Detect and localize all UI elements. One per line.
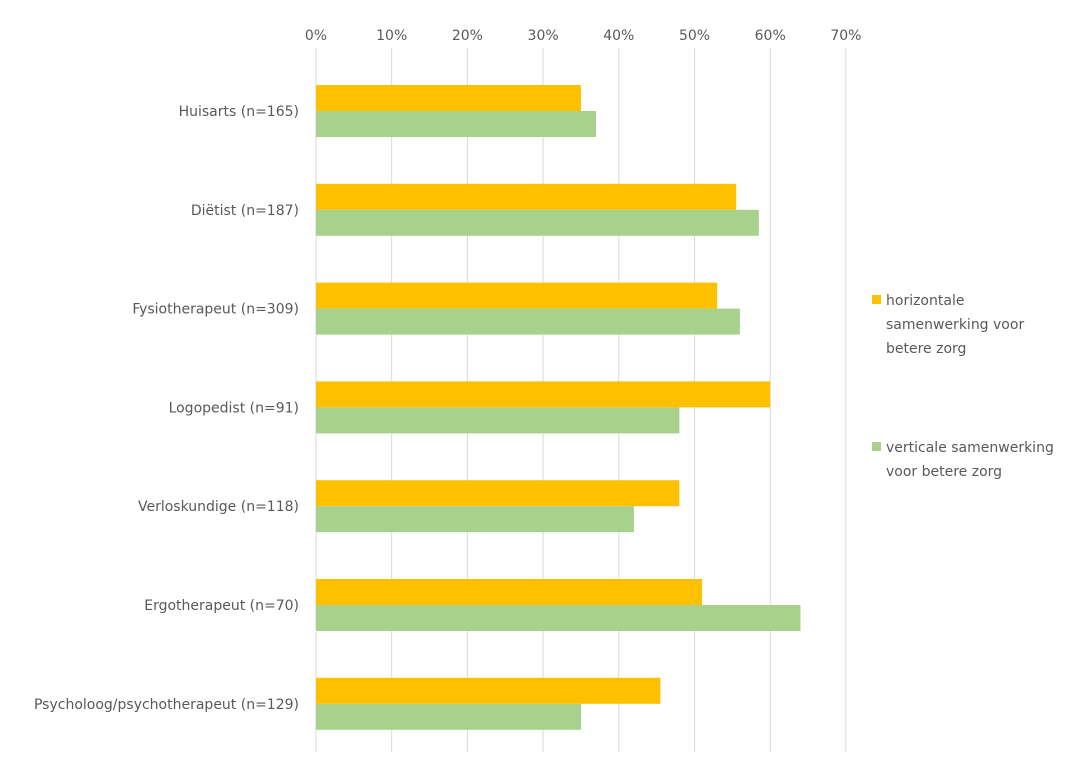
bar-vertical [316, 605, 801, 631]
x-tick-label: 60% [755, 28, 786, 44]
bar-vertical [316, 111, 597, 137]
bar-vertical [316, 407, 680, 434]
bar-horizontal [316, 480, 680, 507]
x-tick-label: 0% [305, 28, 327, 44]
bar-vertical [316, 703, 581, 730]
legend-swatch [872, 442, 881, 451]
bar-horizontal [316, 282, 718, 309]
bar-vertical [316, 506, 634, 533]
category-label: Verloskundige (n=118) [138, 499, 299, 515]
legend: horizontale samenwerking voor betere zorg v… [872, 293, 1054, 480]
legend-label: horizontale samenwerking voor betere zorg [886, 293, 1024, 357]
category-labels: Huisarts (n=165) Diëtist (n=187) Fysiother… [34, 104, 299, 713]
bar-vertical [316, 308, 740, 335]
bar-horizontal [316, 381, 771, 408]
x-tick-label: 50% [679, 28, 710, 44]
category-label: Fysiotherapeut (n=309) [132, 302, 299, 318]
legend-label: verticale samenwerking voor betere zorg [886, 440, 1054, 480]
legend-swatch [872, 295, 881, 304]
category-label: Psycholoog/psychotherapeut (n=129) [34, 697, 299, 713]
category-label: Huisarts (n=165) [179, 104, 299, 120]
x-axis-ticks: 0% 10% 20% 30% 40% 50% 60% 70% [305, 28, 862, 44]
x-tick-label: 70% [830, 28, 861, 44]
bar-horizontal [316, 677, 661, 704]
x-tick-label: 30% [528, 28, 559, 44]
bar-horizontal [316, 183, 737, 210]
category-label: Logopedist (n=91) [169, 400, 299, 416]
bar-horizontal [316, 579, 703, 605]
bars [316, 85, 801, 730]
x-tick-label: 10% [376, 28, 407, 44]
x-tick-label: 20% [452, 28, 483, 44]
bar-horizontal [316, 85, 581, 111]
category-label: Diëtist (n=187) [191, 203, 299, 219]
x-tick-label: 40% [603, 28, 634, 44]
category-label: Ergotherapeut (n=70) [144, 598, 299, 614]
bar-vertical [316, 209, 759, 236]
